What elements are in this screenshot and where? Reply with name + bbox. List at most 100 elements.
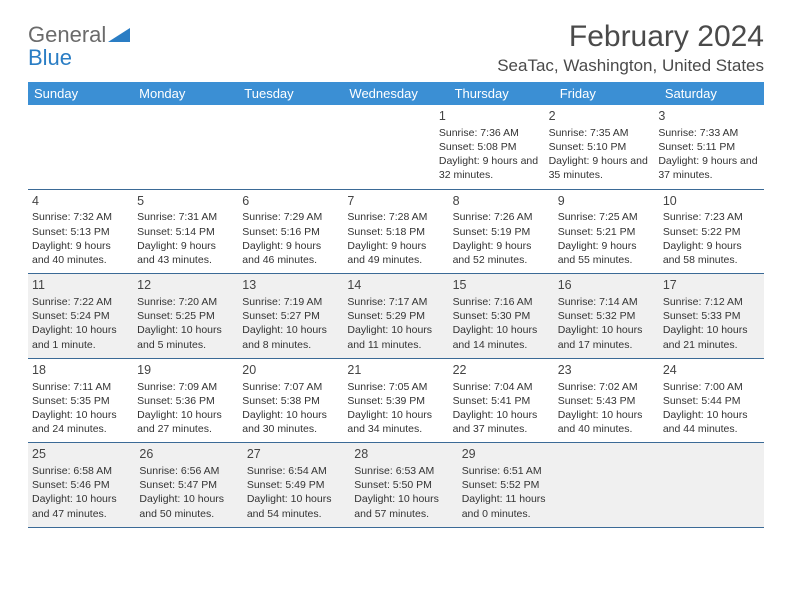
month-title: February 2024 xyxy=(497,20,764,54)
day-cell: 12Sunrise: 7:20 AMSunset: 5:25 PMDayligh… xyxy=(133,274,238,358)
day-header-sun: Sunday xyxy=(28,82,133,105)
empty-day-cell xyxy=(130,105,232,189)
logo-text-1: General xyxy=(28,22,106,47)
sunset-text: Sunset: 5:39 PM xyxy=(347,394,444,408)
daylight-text: Daylight: 9 hours and 52 minutes. xyxy=(453,239,550,267)
sunrise-text: Sunrise: 7:12 AM xyxy=(663,295,760,309)
title-block: February 2024 SeaTac, Washington, United… xyxy=(497,20,764,76)
sunset-text: Sunset: 5:38 PM xyxy=(242,394,339,408)
sunset-text: Sunset: 5:35 PM xyxy=(32,394,129,408)
daylight-text: Daylight: 10 hours and 27 minutes. xyxy=(137,408,234,436)
day-cell: 28Sunrise: 6:53 AMSunset: 5:50 PMDayligh… xyxy=(350,443,457,527)
daylight-text: Daylight: 10 hours and 24 minutes. xyxy=(32,408,129,436)
daylight-text: Daylight: 10 hours and 21 minutes. xyxy=(663,323,760,351)
day-number: 28 xyxy=(354,446,453,463)
day-cell: 16Sunrise: 7:14 AMSunset: 5:32 PMDayligh… xyxy=(554,274,659,358)
day-number: 25 xyxy=(32,446,131,463)
daylight-text: Daylight: 9 hours and 43 minutes. xyxy=(137,239,234,267)
day-cell: 4Sunrise: 7:32 AMSunset: 5:13 PMDaylight… xyxy=(28,190,133,274)
day-number: 14 xyxy=(347,277,444,294)
day-cell: 25Sunrise: 6:58 AMSunset: 5:46 PMDayligh… xyxy=(28,443,135,527)
sunset-text: Sunset: 5:16 PM xyxy=(242,225,339,239)
daylight-text: Daylight: 10 hours and 57 minutes. xyxy=(354,492,453,520)
day-number: 27 xyxy=(247,446,346,463)
daylight-text: Daylight: 10 hours and 8 minutes. xyxy=(242,323,339,351)
day-number: 29 xyxy=(462,446,561,463)
daylight-text: Daylight: 10 hours and 30 minutes. xyxy=(242,408,339,436)
sunset-text: Sunset: 5:29 PM xyxy=(347,309,444,323)
sunrise-text: Sunrise: 6:51 AM xyxy=(462,464,561,478)
sunrise-text: Sunrise: 7:02 AM xyxy=(558,380,655,394)
sunrise-text: Sunrise: 7:11 AM xyxy=(32,380,129,394)
day-cell: 11Sunrise: 7:22 AMSunset: 5:24 PMDayligh… xyxy=(28,274,133,358)
day-header-tue: Tuesday xyxy=(238,82,343,105)
sunset-text: Sunset: 5:50 PM xyxy=(354,478,453,492)
day-cell: 29Sunrise: 6:51 AMSunset: 5:52 PMDayligh… xyxy=(458,443,565,527)
day-cell: 8Sunrise: 7:26 AMSunset: 5:19 PMDaylight… xyxy=(449,190,554,274)
day-number: 12 xyxy=(137,277,234,294)
sunset-text: Sunset: 5:24 PM xyxy=(32,309,129,323)
day-number: 26 xyxy=(139,446,238,463)
sunrise-text: Sunrise: 7:28 AM xyxy=(347,210,444,224)
day-cell: 13Sunrise: 7:19 AMSunset: 5:27 PMDayligh… xyxy=(238,274,343,358)
day-cell: 3Sunrise: 7:33 AMSunset: 5:11 PMDaylight… xyxy=(654,105,764,189)
day-number: 4 xyxy=(32,193,129,210)
sunset-text: Sunset: 5:21 PM xyxy=(558,225,655,239)
sunrise-text: Sunrise: 7:20 AM xyxy=(137,295,234,309)
day-number: 11 xyxy=(32,277,129,294)
week-row: 25Sunrise: 6:58 AMSunset: 5:46 PM Dayligh… xyxy=(28,443,764,528)
day-cell: 2Sunrise: 7:35 AMSunset: 5:10 PMDaylight… xyxy=(545,105,655,189)
logo-triangle-icon xyxy=(108,26,130,47)
day-header-fri: Friday xyxy=(554,82,659,105)
day-cell: 24Sunrise: 7:00 AMSunset: 5:44 PMDayligh… xyxy=(659,359,764,443)
sunset-text: Sunset: 5:41 PM xyxy=(453,394,550,408)
sunrise-text: Sunrise: 7:36 AM xyxy=(439,126,541,140)
day-number: 19 xyxy=(137,362,234,379)
sunset-text: Sunset: 5:44 PM xyxy=(663,394,760,408)
sunset-text: Sunset: 5:46 PM xyxy=(32,478,131,492)
day-number: 24 xyxy=(663,362,760,379)
day-cell: 14Sunrise: 7:17 AMSunset: 5:29 PMDayligh… xyxy=(343,274,448,358)
day-number: 17 xyxy=(663,277,760,294)
calendar-page: General Blue February 2024 SeaTac, Washi… xyxy=(0,0,792,548)
day-cell: 21Sunrise: 7:05 AMSunset: 5:39 PMDayligh… xyxy=(343,359,448,443)
header: General Blue February 2024 SeaTac, Washi… xyxy=(28,20,764,76)
daylight-text: Daylight: 10 hours and 40 minutes. xyxy=(558,408,655,436)
day-cell: 7Sunrise: 7:28 AMSunset: 5:18 PMDaylight… xyxy=(343,190,448,274)
day-header-mon: Monday xyxy=(133,82,238,105)
sunset-text: Sunset: 5:13 PM xyxy=(32,225,129,239)
day-cell: 19Sunrise: 7:09 AMSunset: 5:36 PMDayligh… xyxy=(133,359,238,443)
daylight-text: Daylight: 9 hours and 49 minutes. xyxy=(347,239,444,267)
day-header-wed: Wednesday xyxy=(343,82,448,105)
day-number: 13 xyxy=(242,277,339,294)
sunrise-text: Sunrise: 6:58 AM xyxy=(32,464,131,478)
week-row: 18Sunrise: 7:11 AMSunset: 5:35 PMDayligh… xyxy=(28,359,764,444)
sunrise-text: Sunrise: 7:32 AM xyxy=(32,210,129,224)
sunrise-text: Sunrise: 7:07 AM xyxy=(242,380,339,394)
day-cell: 10Sunrise: 7:23 AMSunset: 5:22 PMDayligh… xyxy=(659,190,764,274)
day-number: 5 xyxy=(137,193,234,210)
sunset-text: Sunset: 5:22 PM xyxy=(663,225,760,239)
day-number: 10 xyxy=(663,193,760,210)
sunrise-text: Sunrise: 7:33 AM xyxy=(658,126,760,140)
day-cell: 1Sunrise: 7:36 AMSunset: 5:08 PMDaylight… xyxy=(435,105,545,189)
sunrise-text: Sunrise: 7:25 AM xyxy=(558,210,655,224)
day-number: 21 xyxy=(347,362,444,379)
day-cell: 15Sunrise: 7:16 AMSunset: 5:30 PMDayligh… xyxy=(449,274,554,358)
week-row: 4Sunrise: 7:32 AMSunset: 5:13 PM Daylight… xyxy=(28,190,764,275)
day-number: 2 xyxy=(549,108,651,125)
day-number: 18 xyxy=(32,362,129,379)
day-cell: 26Sunrise: 6:56 AMSunset: 5:47 PMDayligh… xyxy=(135,443,242,527)
sunrise-text: Sunrise: 6:54 AM xyxy=(247,464,346,478)
sunrise-text: Sunrise: 7:09 AM xyxy=(137,380,234,394)
sunrise-text: Sunrise: 6:56 AM xyxy=(139,464,238,478)
logo-text-2: Blue xyxy=(28,45,72,70)
sunset-text: Sunset: 5:19 PM xyxy=(453,225,550,239)
day-header-thu: Thursday xyxy=(449,82,554,105)
sunset-text: Sunset: 5:18 PM xyxy=(347,225,444,239)
sunset-text: Sunset: 5:11 PM xyxy=(658,140,760,154)
week-row: 1Sunrise: 7:36 AMSunset: 5:08 PMDaylight… xyxy=(28,105,764,190)
day-number: 20 xyxy=(242,362,339,379)
sunrise-text: Sunrise: 7:04 AM xyxy=(453,380,550,394)
sunrise-text: Sunrise: 7:31 AM xyxy=(137,210,234,224)
